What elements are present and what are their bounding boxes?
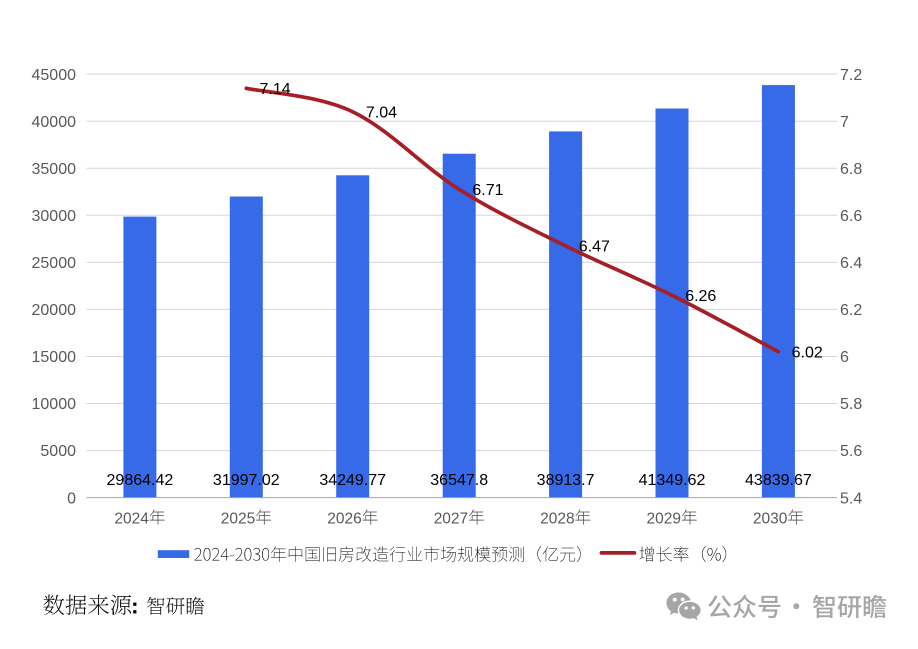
svg-text:0: 0 (67, 490, 76, 507)
svg-text:2028: 2028 (540, 510, 574, 527)
svg-text:20000: 20000 (32, 302, 77, 319)
svg-text:31997.02: 31997.02 (213, 472, 280, 489)
svg-text:40000: 40000 (32, 114, 77, 131)
svg-text:15000: 15000 (32, 349, 77, 366)
svg-text:7: 7 (840, 114, 849, 131)
svg-text:45000: 45000 (32, 67, 77, 84)
svg-text:7.2: 7.2 (840, 67, 862, 84)
svg-text:2026: 2026 (327, 510, 361, 527)
svg-text:43839.67: 43839.67 (745, 472, 812, 489)
svg-text:34249.77: 34249.77 (319, 472, 386, 489)
svg-text:5000: 5000 (40, 443, 76, 460)
svg-text:29864.42: 29864.42 (107, 472, 174, 489)
svg-text:5.6: 5.6 (840, 443, 862, 460)
svg-text:25000: 25000 (32, 255, 77, 272)
svg-text:6.71: 6.71 (472, 182, 503, 199)
svg-text:2027: 2027 (434, 510, 468, 527)
svg-text:6.26: 6.26 (685, 288, 716, 305)
svg-text:6.2: 6.2 (840, 302, 862, 319)
svg-text:41349.62: 41349.62 (639, 472, 706, 489)
svg-text:2024: 2024 (114, 510, 149, 527)
svg-text:6: 6 (840, 349, 849, 366)
svg-text:35000: 35000 (32, 161, 77, 178)
svg-text:38913.7: 38913.7 (537, 472, 595, 489)
svg-text:6.6: 6.6 (840, 208, 862, 225)
svg-text:10000: 10000 (32, 396, 77, 413)
svg-text:6.02: 6.02 (792, 344, 823, 361)
svg-text:30000: 30000 (32, 208, 77, 225)
svg-text:2030: 2030 (753, 510, 788, 527)
svg-text:2029: 2029 (647, 510, 681, 527)
svg-text:36547.8: 36547.8 (430, 472, 488, 489)
svg-text:6.8: 6.8 (840, 161, 862, 178)
svg-text:6.4: 6.4 (840, 255, 862, 272)
svg-text:7.14: 7.14 (260, 81, 291, 98)
svg-text:2025: 2025 (221, 510, 255, 527)
svg-text:5.8: 5.8 (840, 396, 862, 413)
svg-text:7.04: 7.04 (366, 105, 397, 122)
svg-text:6.47: 6.47 (579, 239, 610, 256)
svg-text:5.4: 5.4 (840, 490, 862, 507)
